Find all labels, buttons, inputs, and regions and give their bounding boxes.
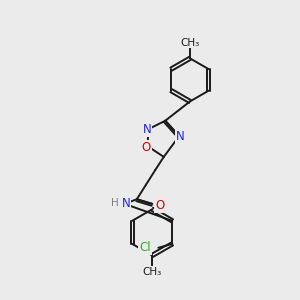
Text: N: N [122,196,130,210]
Text: Cl: Cl [139,241,151,254]
Text: O: O [155,199,164,212]
Text: CH₃: CH₃ [142,267,162,277]
Text: N: N [142,123,151,136]
Text: O: O [141,141,151,154]
Text: CH₃: CH₃ [180,37,200,47]
Text: CH₃: CH₃ [180,38,200,48]
Text: H: H [111,198,119,208]
Text: N: N [176,130,185,142]
